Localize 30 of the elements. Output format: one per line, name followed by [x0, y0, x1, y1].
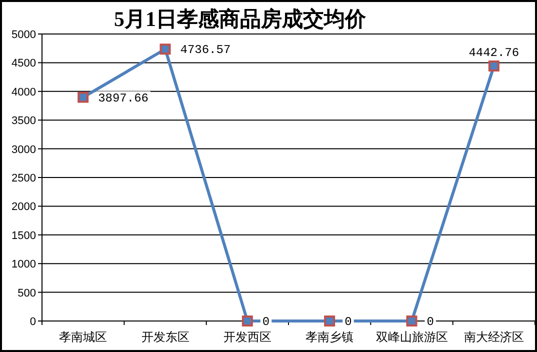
x-tick-label: 开发西区 [223, 330, 272, 344]
y-tick-label: 3500 [12, 115, 36, 128]
y-tick-label: 2500 [12, 172, 36, 184]
point [488, 60, 500, 72]
point [242, 316, 253, 326]
data-label: 4736.57 [180, 43, 231, 58]
data-label: 0 [262, 315, 270, 329]
y-tick-label: 500 [18, 287, 36, 300]
data-label: 0 [426, 315, 434, 329]
y-tick-label: 2000 [12, 201, 36, 214]
y-tick-label: 1000 [12, 258, 36, 271]
y-tick-label: 0 [30, 316, 36, 328]
y-tick-label: 4500 [12, 58, 36, 70]
point [160, 44, 171, 55]
y-tick-label: 5000 [12, 29, 36, 41]
x-tick-label: 南大经济区 [464, 330, 524, 344]
x-tick-label: 孝南乡镇 [306, 330, 354, 344]
point [324, 316, 336, 326]
point [406, 316, 418, 326]
data-label: 3897.66 [98, 91, 149, 106]
data-label: 4442.76 [468, 46, 520, 60]
data-label: 0 [344, 315, 352, 329]
x-tick-label: 孝南城区 [59, 330, 108, 344]
point [78, 92, 89, 103]
y-tick-label: 3000 [12, 144, 36, 156]
y-tick-label: 1500 [12, 230, 36, 242]
x-tick-label: 开发东区 [141, 330, 190, 344]
x-tick-label: 双峰山旅游区 [376, 330, 448, 344]
chart-title: 5月1日孝感商品房成交均价 [114, 7, 367, 31]
y-tick-label: 4000 [12, 86, 36, 98]
